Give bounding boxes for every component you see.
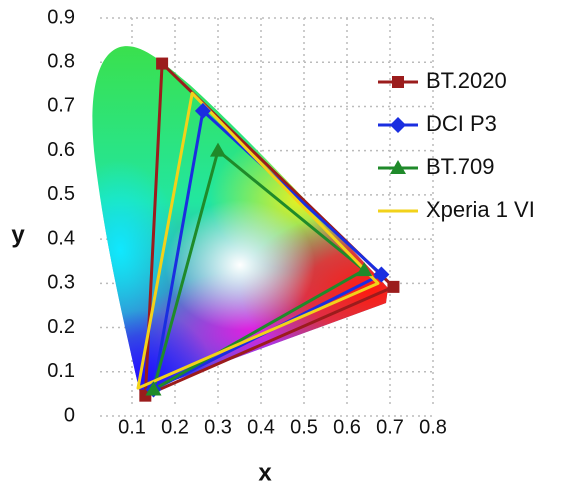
x-tick-label: 0.1 [118,416,146,438]
y-tick-label: 0.9 [47,6,75,28]
x-tick-label: 0.5 [290,416,318,438]
marker [373,266,390,283]
marker [356,262,373,277]
legend-label: BT.709 [426,154,495,179]
y-tick-label: 0.3 [47,272,75,294]
marker [210,142,226,157]
marker [387,280,400,293]
x-tick-label: 0.2 [161,416,189,438]
x-tick-label: 0.4 [247,416,275,438]
spectral-locus [92,46,388,394]
legend-marker [390,117,406,133]
marker [194,102,211,119]
y-tick-label: 0.2 [47,316,75,338]
legend-marker [390,160,406,174]
x-tick-label: 0.6 [333,416,361,438]
legend-marker [392,76,404,88]
gamut-triangle [143,62,395,398]
legend-label: Xperia 1 VI [426,197,535,222]
x-tick-label: 0.7 [376,416,404,438]
x-tick-label: 0.3 [204,416,232,438]
legend-label: DCI P3 [426,111,497,136]
y-tick-label: 0.1 [47,360,75,382]
gamut-triangle [152,149,366,391]
marker [156,57,169,70]
gamut-triangle [136,91,380,390]
marker [145,381,162,396]
y-tick-label: 0.7 [47,95,75,117]
y-tick-label: 0.8 [47,51,75,73]
x-tick-label: 0.8 [419,416,447,438]
x-axis-label: x [258,459,272,486]
legend-label: BT.2020 [426,68,507,93]
y-tick-label: 0.6 [47,139,75,161]
y-axis-label: y [11,221,25,248]
y-tick-label: 0 [64,404,75,426]
y-tick-label: 0.5 [47,183,75,205]
y-tick-label: 0.4 [47,227,75,249]
